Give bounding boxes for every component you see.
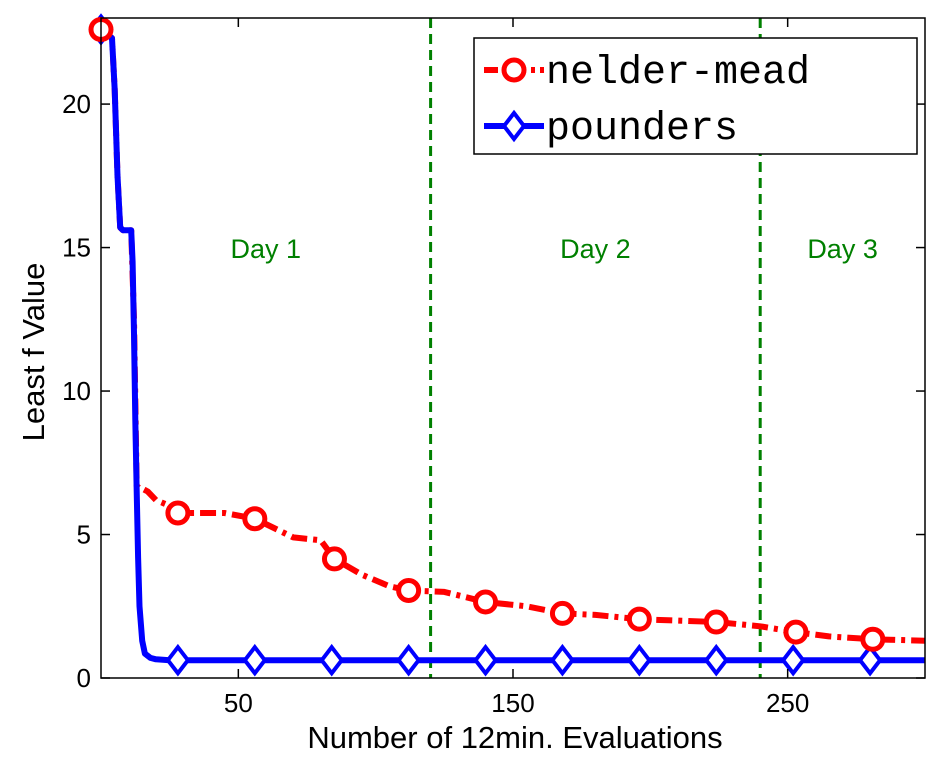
marker-pounders-7 [626,643,652,677]
marker-pounders-9 [780,643,806,677]
marker-nelder-mead-8 [703,609,729,635]
marker-nelder-mead-10 [860,626,886,652]
y-tick-label-5: 5 [77,520,91,550]
marker-nelder-mead-4 [396,577,422,603]
region-label-day-3: Day 3 [807,234,878,264]
marker-nelder-mead-6 [549,600,575,626]
marker-pounders-5 [473,643,499,677]
marker-pounders-3 [319,643,345,677]
marker-nelder-mead-7 [626,606,652,632]
y-tick-label-0: 0 [77,663,91,693]
marker-pounders-4 [396,643,422,677]
x-tick-label-150: 150 [491,688,534,718]
marker-pounders-8 [703,643,729,677]
marker-nelder-mead-2 [242,506,268,532]
marker-nelder-mead-3 [321,546,347,572]
marker-pounders-10 [857,643,883,677]
marker-nelder-mead-5 [473,589,499,615]
region-label-day-2: Day 2 [560,234,631,264]
x-axis-title: Number of 12min. Evaluations [307,720,722,755]
legend: nelder-mead pounders [473,37,918,155]
legend-marker-nelder-mead [501,57,527,83]
legend-label-nelder-mead: nelder-mead [546,51,810,96]
marker-pounders-6 [549,643,575,677]
marker-pounders-2 [242,643,268,677]
marker-pounders-1 [165,643,191,677]
y-axis-title: Least f Value [16,263,51,442]
y-tick-label-15: 15 [62,233,91,263]
legend-label-pounders: pounders [546,107,738,152]
y-tick-label-20: 20 [62,89,91,119]
x-tick-label-250: 250 [766,688,809,718]
x-tick-label-50: 50 [224,688,253,718]
legend-marker-pounders [501,109,527,143]
marker-nelder-mead-1 [165,500,191,526]
marker-nelder-mead-9 [783,619,809,645]
y-tick-label-10: 10 [62,376,91,406]
region-label-day-1: Day 1 [231,234,302,264]
legend-box [473,37,918,155]
